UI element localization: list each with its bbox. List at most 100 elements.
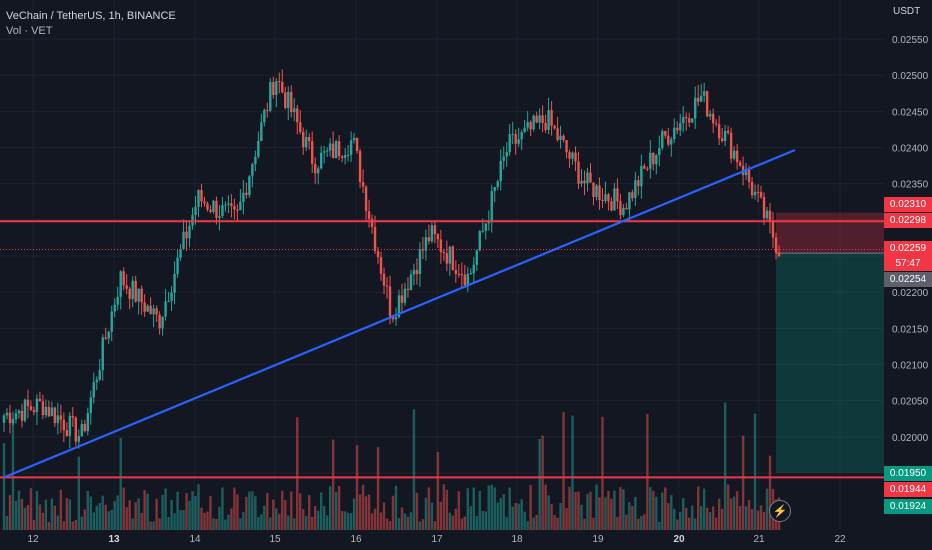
candle-body — [227, 203, 230, 205]
volume-bar — [505, 516, 508, 530]
candle-body — [92, 382, 95, 398]
volume-bar — [738, 506, 742, 530]
volume-bar — [296, 417, 299, 530]
volume-bar — [747, 499, 751, 530]
candle-body — [221, 205, 224, 217]
volume-bar — [592, 517, 595, 530]
candle-body — [290, 91, 293, 113]
volume-bar — [649, 487, 652, 530]
candle-body — [559, 135, 562, 140]
volume-bar — [550, 503, 553, 530]
candle-body — [415, 269, 419, 275]
volume-bar — [83, 509, 86, 530]
candle-body — [137, 288, 140, 302]
volume-bar — [547, 495, 550, 530]
candle-body — [583, 180, 586, 184]
y-tick-label: 0.02400 — [892, 144, 929, 155]
candle-body — [334, 141, 338, 159]
candle-body — [523, 127, 526, 132]
candle-body — [361, 182, 365, 187]
volume-bar — [397, 518, 401, 530]
short-position-tool — [776, 212, 884, 473]
volume-bar — [77, 456, 81, 530]
lightning-icon[interactable]: ⚡ — [769, 500, 791, 522]
candle-body — [427, 237, 431, 242]
volume-bar — [535, 514, 538, 530]
candle-body — [565, 140, 568, 153]
x-tick-label: 13 — [108, 534, 120, 545]
candle-body — [352, 137, 356, 141]
candle-body — [625, 207, 628, 210]
volume-bar — [242, 511, 245, 530]
volume-bar — [391, 495, 395, 530]
volume-bar — [400, 507, 404, 530]
candle-body — [287, 91, 290, 109]
volume-bar — [439, 501, 443, 530]
price-unit-label[interactable]: USDT — [893, 6, 921, 17]
y-tick-label: 0.02200 — [892, 288, 929, 299]
candle-body — [176, 257, 179, 274]
candle-body — [233, 206, 236, 210]
candle-body — [457, 273, 461, 275]
candle-body — [257, 140, 260, 157]
volume-bar — [164, 488, 167, 530]
volume-bar — [32, 520, 36, 530]
volume-bar — [146, 493, 149, 530]
candle-body — [753, 191, 757, 196]
candle-body — [592, 182, 595, 198]
candle-body — [80, 424, 83, 436]
symbol-title[interactable]: VeChain / TetherUS, 1h, BINANCE — [6, 10, 176, 22]
volume-bar — [685, 507, 688, 530]
volume-bar — [735, 491, 739, 530]
candle-body — [272, 82, 275, 95]
volume-bar — [8, 495, 12, 530]
volume-bar — [56, 515, 60, 530]
volume-bar — [86, 490, 89, 530]
candle-body — [723, 130, 727, 141]
volume-bar — [248, 491, 251, 530]
volume-bar — [287, 515, 290, 530]
candle-body — [128, 288, 131, 299]
volume-bar — [717, 498, 721, 530]
volume-bar — [711, 506, 715, 530]
candle-body — [511, 134, 514, 136]
candle-body — [209, 209, 212, 212]
volume-bar — [610, 498, 613, 530]
volume-bar — [768, 455, 772, 530]
volume-bar — [313, 506, 317, 530]
candle-body — [158, 314, 161, 329]
volume-bar — [433, 521, 437, 530]
candle-body — [646, 168, 649, 170]
volume-bar — [284, 499, 287, 530]
candle-body — [8, 412, 12, 424]
candle-body — [421, 249, 425, 251]
volume-bar — [50, 498, 54, 530]
volume-bar — [170, 499, 173, 530]
volume-bar — [424, 497, 428, 530]
candle-body — [328, 143, 332, 151]
volume-bar — [337, 485, 341, 530]
volume-bar — [352, 498, 356, 530]
volume-bar — [403, 513, 407, 530]
candle-body — [568, 152, 571, 159]
volume-bar — [538, 438, 541, 530]
volume-bar — [14, 500, 18, 530]
volume-bar — [125, 507, 128, 530]
candle-body — [56, 415, 60, 424]
volume-bar — [454, 508, 458, 530]
candle-body — [472, 264, 475, 274]
trendline[interactable] — [3, 148, 796, 479]
volume-bar — [316, 510, 320, 530]
volume-legend[interactable]: Vol · VET — [6, 25, 53, 37]
volume-bar — [646, 414, 649, 530]
volume-bar — [667, 503, 670, 530]
volume-bar — [759, 505, 763, 530]
volume-bar — [65, 498, 69, 530]
volume-bar — [209, 495, 212, 530]
candle-body — [640, 165, 643, 187]
candle-body — [5, 412, 9, 416]
volume-bar — [388, 520, 392, 530]
candle-body — [161, 316, 164, 329]
candle-body — [370, 218, 374, 228]
